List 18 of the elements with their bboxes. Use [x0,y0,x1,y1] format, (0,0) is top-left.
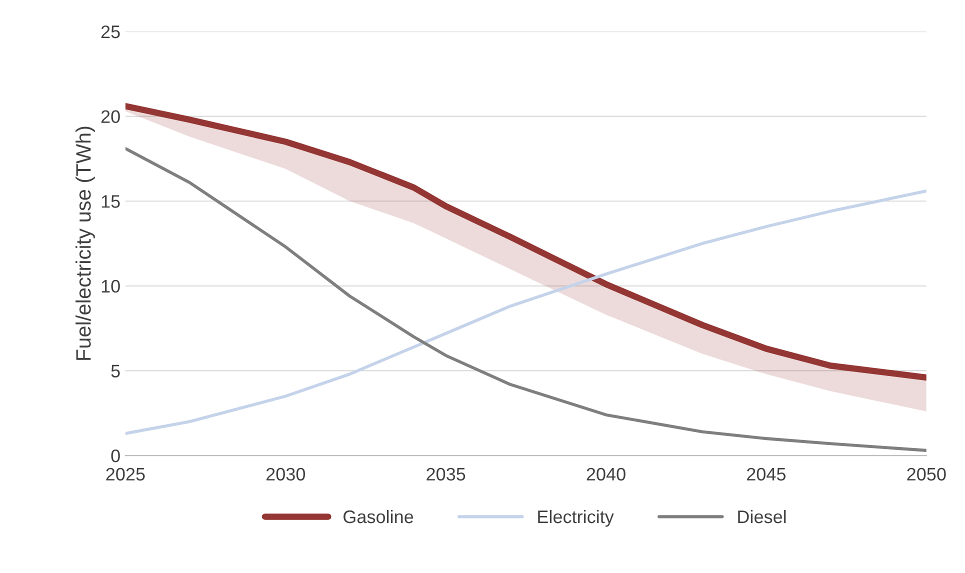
x-tick-label: 2030 [266,468,306,481]
x-tick-label: 2040 [586,468,626,481]
line-series [125,189,926,436]
x-tick-label: 2050 [907,468,946,481]
x-tick-label: 2025 [106,468,145,481]
y-tick-label: 25 [101,25,120,38]
y-tick-label: 0 [111,449,120,462]
legend-label: Gasoline [344,510,414,524]
x-tick-label: 2045 [747,468,786,481]
line-series [125,147,926,452]
legend-label: Diesel [738,510,786,524]
y-axis-title: Fuel/electricity use (TWh) [76,126,95,360]
y-tick-label: 20 [101,110,120,124]
y-tick-label: 10 [102,280,120,293]
x-tick-label: 2035 [426,468,466,481]
legend-label: Electricity [538,510,614,527]
y-tick-label: 15 [102,195,120,208]
y-tick-label: 5 [111,364,120,378]
